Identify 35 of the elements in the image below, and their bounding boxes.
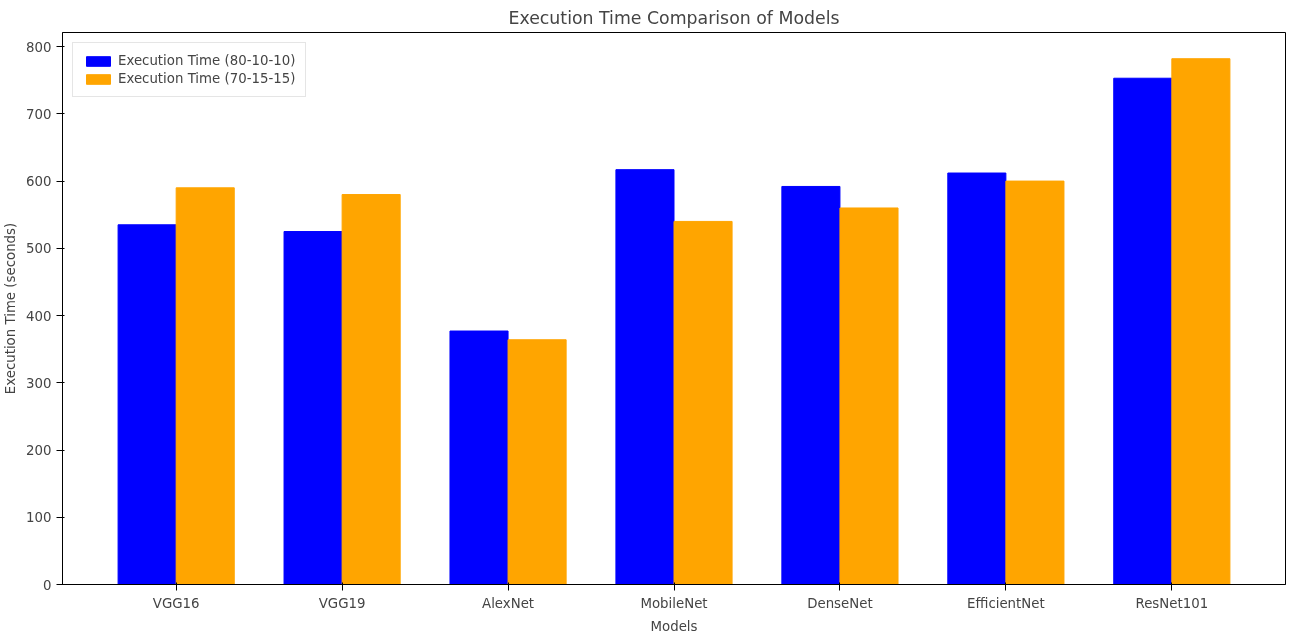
- y-axis-title: Execution Time (seconds): [3, 222, 19, 395]
- x-tick-label: VGG16: [152, 595, 200, 611]
- bar: [117, 224, 177, 585]
- y-tick-label: 400: [26, 308, 52, 324]
- bar: [175, 187, 235, 585]
- bar: [341, 194, 401, 585]
- x-axis-title: Models: [650, 618, 698, 634]
- chart-title: Execution Time Comparison of Models: [508, 7, 840, 28]
- x-tick-label: ResNet101: [1135, 595, 1209, 611]
- x-tick-label: DenseNet: [807, 595, 873, 611]
- y-tick-label: 100: [26, 510, 52, 526]
- bar: [1113, 77, 1173, 585]
- bar: [781, 185, 841, 585]
- bar: [615, 169, 675, 585]
- y-tick-label: 700: [26, 106, 52, 122]
- bar: [1171, 58, 1231, 585]
- bar: [839, 207, 899, 585]
- y-tick-label: 200: [26, 443, 52, 459]
- legend-label: Execution Time (80-10-10): [118, 53, 296, 68]
- y-tick-label: 600: [26, 174, 52, 190]
- bar: [449, 330, 509, 585]
- x-tick-label: VGG19: [318, 595, 366, 611]
- bar: [507, 339, 567, 585]
- y-tick-label: 800: [26, 39, 52, 55]
- bar: [1005, 180, 1065, 585]
- x-tick-label: AlexNet: [482, 595, 535, 611]
- bar: [283, 231, 343, 585]
- legend-label: Execution Time (70-15-15): [118, 71, 296, 86]
- bar: [673, 220, 733, 585]
- y-tick-label: 0: [43, 577, 52, 593]
- x-tick-label: EfficientNet: [967, 595, 1045, 611]
- x-tick-label: MobileNet: [640, 595, 708, 611]
- bar: [947, 172, 1007, 585]
- y-tick-label: 300: [26, 375, 52, 391]
- y-tick-label: 500: [26, 241, 52, 257]
